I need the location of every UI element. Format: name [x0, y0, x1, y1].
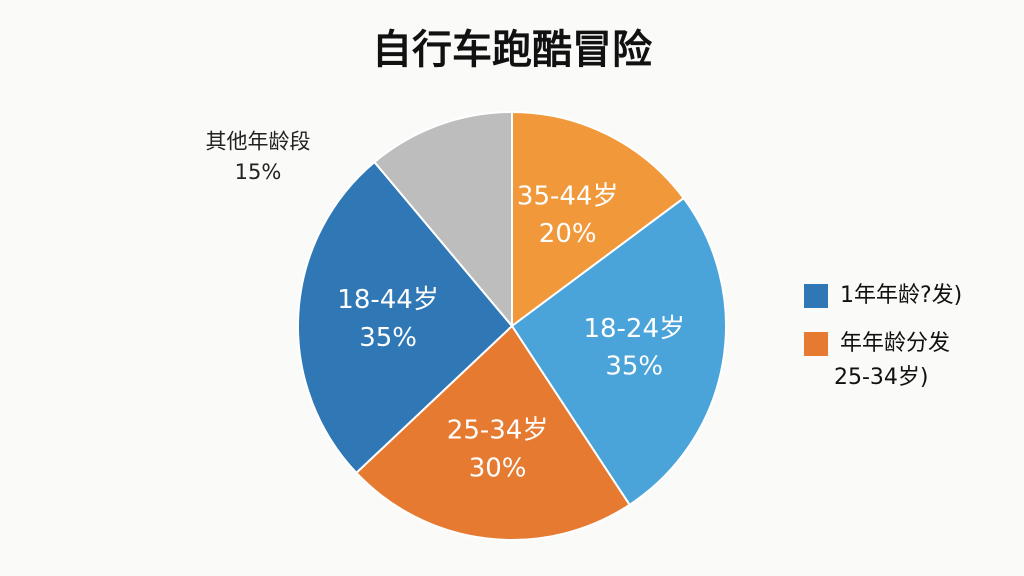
slice-category-label: 25-34岁 [447, 416, 549, 446]
pie-slice [373, 110, 513, 329]
slice-category-label: 18-24岁 [583, 314, 685, 344]
slice-value-label: 30% [469, 453, 527, 483]
slice-value-label: 15% [235, 160, 282, 184]
slice-category-label: 35-44岁 [517, 181, 619, 211]
legend-label: 1年年龄?发) [840, 283, 962, 308]
pie-slice [354, 324, 631, 541]
pie-slice [510, 196, 727, 507]
slice-category-label: 18-44岁 [337, 285, 439, 315]
slice-value-label: 35% [605, 352, 663, 382]
legend-label: 25-34岁) [834, 365, 929, 390]
legend-swatch [804, 284, 828, 308]
slice-value-label: 35% [359, 323, 417, 353]
pie-slice [297, 160, 514, 475]
legend-swatch [804, 332, 828, 356]
legend-label: 年年龄分发 [840, 331, 950, 356]
slice-value-label: 20% [539, 219, 597, 249]
slice-category-label: 其他年龄段 [206, 129, 311, 153]
chart-title: 自行车跑酷冒险 [372, 27, 653, 73]
pie-slice [511, 110, 686, 328]
